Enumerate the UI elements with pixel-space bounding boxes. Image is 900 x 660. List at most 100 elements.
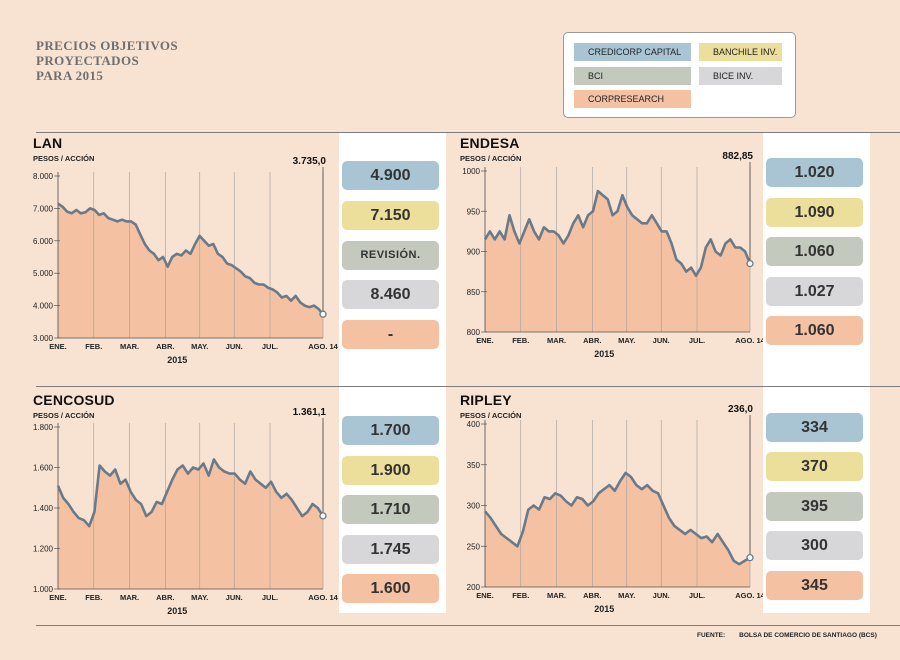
price-chart-ripley: 200 250 300 350 400 236,0 ENE. FEB. MAR. ABR. MAY.… (467, 404, 766, 614)
target-banchile: 1.900 (342, 456, 439, 485)
y-tick-label: 6.000 (33, 237, 54, 246)
x-tick-label: AGO. 14 (308, 342, 338, 351)
x-tick-label: MAR. (120, 593, 139, 602)
title-line-3: PARA 2015 (36, 68, 104, 83)
panel-endesa: ENDESA PESOS / ACCIÓN 800 850 900 950 1000 88… (460, 135, 878, 375)
x-tick-label: FEB. (512, 336, 529, 345)
y-tick-label: 3.000 (33, 334, 54, 343)
x-tick-label: JUL. (262, 342, 278, 351)
last-price-label: 882,85 (722, 151, 753, 162)
x-tick-label: FEB. (85, 593, 102, 602)
x-tick-label: ABR. (583, 591, 601, 600)
last-price-marker (746, 259, 754, 268)
targets-column-cencosud: 1.700 1.900 1.710 1.745 1.600 (339, 387, 446, 613)
x-tick-label: MAY. (618, 336, 635, 345)
x-tick-label: JUL. (689, 591, 705, 600)
target-credicorp: 1.020 (766, 158, 863, 187)
last-price-marker (746, 554, 754, 562)
x-tick-label: ENE. (49, 593, 67, 602)
targets-column-lan: 4.900 7.150 REVISIÓN. 8.460 - (339, 133, 446, 386)
x-tick-label: JUL. (689, 336, 705, 345)
x-axis-year-label: 2015 (167, 355, 187, 365)
price-area (485, 191, 750, 332)
target-corpresearch: 1.600 (342, 574, 439, 603)
x-tick-label: AGO. 14 (735, 591, 765, 600)
target-bice: 1.745 (342, 535, 439, 564)
y-tick-label: 1.400 (33, 504, 54, 513)
x-tick-label: JUN. (226, 593, 243, 602)
panel-title: LAN (33, 135, 63, 151)
price-chart-endesa: 800 850 900 950 1000 882,85 ENE. FEB. MAR. ABR. MA… (462, 151, 765, 359)
bottom-divider (36, 625, 900, 626)
target-credicorp: 4.900 (342, 161, 439, 190)
panel-unit-label: PESOS / ACCIÓN (33, 411, 95, 420)
price-line (484, 471, 751, 566)
y-tick-label: 350 (467, 461, 481, 470)
targets-column-ripley: 334 370 395 300 345 (763, 387, 870, 613)
x-tick-label: ENE. (476, 591, 494, 600)
y-tick-label: 400 (467, 420, 481, 429)
middle-divider (36, 386, 900, 387)
y-tick-label: 950 (467, 207, 481, 216)
page-title: PRECIOS OBJETIVOS PROYECTADOS PARA 2015 (36, 38, 178, 83)
x-tick-label: MAY. (618, 591, 635, 600)
target-bice: 300 (766, 531, 863, 560)
x-tick-label: ENE. (476, 336, 494, 345)
price-line (57, 202, 324, 316)
x-tick-label: MAR. (547, 336, 566, 345)
legend-item-credicorp: CREDICORP CAPITAL (574, 43, 691, 61)
target-banchile: 370 (766, 452, 863, 481)
top-divider (36, 132, 900, 133)
price-area (485, 472, 750, 587)
x-tick-label: ABR. (156, 593, 174, 602)
x-tick-label: FEB. (512, 591, 529, 600)
x-tick-label: MAR. (547, 591, 566, 600)
title-line-2: PROYECTADOS (36, 53, 140, 68)
y-tick-label: 1000 (462, 167, 480, 176)
x-axis-year-label: 2015 (167, 606, 187, 616)
last-price-marker (319, 512, 327, 520)
target-bice: 1.027 (766, 277, 863, 306)
target-corpresearch: - (342, 320, 439, 349)
target-credicorp: 1.700 (342, 416, 439, 445)
panel-lan: LAN PESOS / ACCIÓN 3.000 4.000 5.000 6.000 7… (33, 135, 451, 375)
panel-title: ENDESA (460, 135, 520, 151)
price-area (58, 459, 323, 589)
x-tick-label: AGO. 14 (735, 336, 765, 345)
y-tick-label: 300 (467, 502, 481, 511)
y-tick-label: 850 (467, 288, 481, 297)
x-axis-year-label: 2015 (594, 349, 614, 359)
panel-cencosud: CENCOSUD PESOS / ACCIÓN 1.000 1.200 1.400 1… (33, 392, 451, 632)
x-tick-label: MAY. (191, 593, 208, 602)
target-credicorp: 334 (766, 413, 863, 442)
panel-ripley: RIPLEY PESOS / ACCIÓN 200 250 300 350 400 236… (460, 392, 878, 632)
y-tick-label: 7.000 (33, 204, 54, 213)
target-banchile: 1.090 (766, 198, 863, 227)
targets-column-endesa: 1.020 1.090 1.060 1.027 1.060 (763, 133, 870, 386)
y-tick-label: 1.800 (33, 423, 54, 432)
price-area (58, 203, 323, 338)
y-tick-label: 900 (467, 248, 481, 257)
last-price-label: 236,0 (728, 404, 753, 415)
source-text: BOLSA DE COMERCIO DE SANTIAGO (BCS) (739, 632, 877, 639)
target-banchile: 7.150 (342, 201, 439, 230)
price-line (56, 458, 325, 528)
y-tick-label: 200 (467, 583, 481, 592)
source-note: FUENTE: BOLSA DE COMERCIO DE SANTIAGO (BC… (697, 632, 891, 639)
target-bci: 395 (766, 492, 863, 521)
x-tick-label: ABR. (583, 336, 601, 345)
y-tick-label: 250 (467, 542, 481, 551)
legend-item-bice: BICE INV. (699, 67, 782, 85)
y-tick-label: 1.600 (33, 464, 54, 473)
target-bice: 8.460 (342, 280, 439, 309)
legend-item-corpresearch: CORPRESEARCH (574, 90, 691, 108)
last-price-marker (319, 310, 327, 318)
source-label: FUENTE: (697, 632, 726, 639)
panel-title: CENCOSUD (33, 392, 115, 408)
last-price-label: 1.361,1 (293, 407, 327, 418)
target-bci: 1.710 (342, 495, 439, 524)
x-axis-year-label: 2015 (594, 604, 614, 614)
x-tick-label: JUN. (653, 336, 670, 345)
target-bci: REVISIÓN. (342, 241, 439, 270)
x-tick-label: ABR. (156, 342, 174, 351)
